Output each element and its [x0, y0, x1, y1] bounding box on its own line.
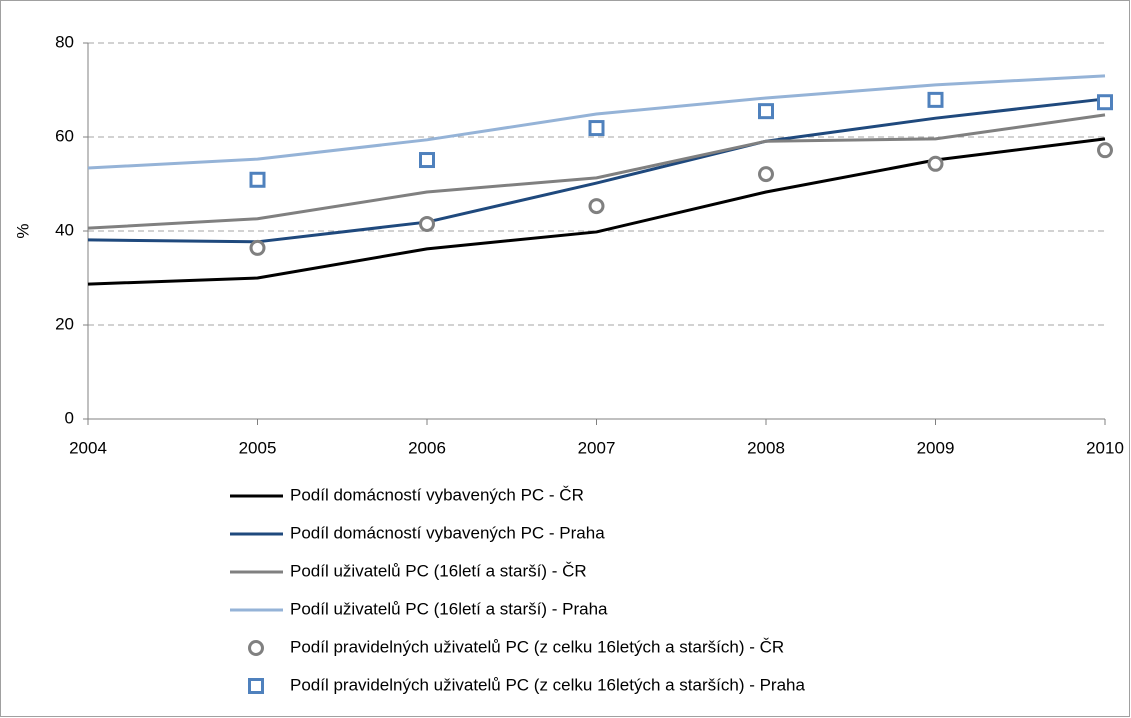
y-tick-label: 40: [55, 220, 74, 239]
y-tick-label: 60: [55, 126, 74, 145]
legend-label: Podíl domácností vybavených PC - ČR: [290, 485, 584, 504]
marker: [927, 155, 944, 172]
legend-swatch: [248, 640, 264, 656]
legend-swatch: [248, 678, 264, 694]
legend-label: Podíl domácností vybavených PC - Praha: [290, 523, 605, 542]
y-tick-label: 80: [55, 32, 74, 51]
x-tick-label: 2008: [747, 438, 785, 457]
y-axis-label: %: [13, 223, 32, 238]
marker: [419, 152, 435, 169]
legend-label: Podíl uživatelů PC (16letí a starší) - P…: [290, 599, 608, 618]
x-tick-label: 2010: [1086, 438, 1124, 457]
y-tick-label: 0: [65, 408, 74, 427]
marker: [249, 239, 266, 256]
marker: [1097, 142, 1113, 159]
marker: [588, 198, 605, 215]
marker: [419, 215, 435, 232]
x-tick-label: 2009: [917, 438, 955, 457]
marker: [1097, 94, 1113, 111]
x-tick-label: 2006: [408, 438, 446, 457]
x-tick-label: 2004: [69, 438, 107, 457]
x-tick-label: 2005: [239, 438, 277, 457]
legend-label: Podíl uživatelů PC (16letí a starší) - Č…: [290, 561, 587, 580]
marker: [758, 166, 774, 183]
series-line: [87, 74, 1106, 170]
y-tick-label: 20: [55, 314, 74, 333]
marker: [927, 91, 944, 108]
legend-label: Podíl pravidelných uživatelů PC (z celku…: [290, 675, 806, 694]
marker: [588, 120, 605, 137]
series-line: [87, 113, 1106, 230]
x-tick-label: 2007: [578, 438, 616, 457]
marker: [758, 103, 774, 120]
marker: [249, 171, 266, 188]
legend-label: Podíl pravidelných uživatelů PC (z celku…: [290, 637, 784, 656]
